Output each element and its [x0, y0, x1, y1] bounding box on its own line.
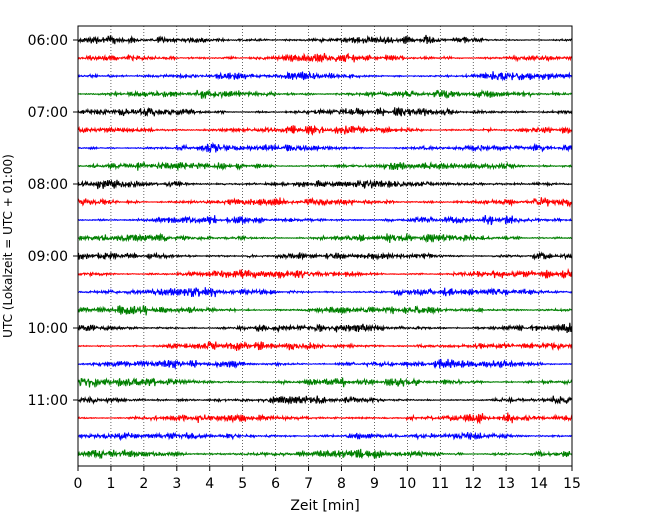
trace-line — [77, 322, 573, 334]
x-tick-label: 8 — [337, 476, 346, 492]
trace-line — [77, 34, 573, 45]
x-axis-label: Zeit [min] — [290, 498, 359, 514]
seismic-traces — [77, 34, 573, 459]
y-tick-label: 09:00 — [28, 249, 68, 265]
trace-line — [77, 267, 573, 280]
trace-line — [77, 304, 573, 316]
y-tick-label: 10:00 — [28, 321, 68, 337]
trace-line — [77, 179, 573, 190]
x-tick-label: 13 — [497, 476, 515, 492]
y-axis-label: UTC (Lokalzeit = UTC + 01:00) — [1, 154, 15, 338]
trace-line — [77, 52, 573, 63]
x-tick-label: 6 — [271, 476, 280, 492]
x-tick-label: 10 — [398, 476, 416, 492]
trace-line — [77, 106, 573, 118]
x-tick-label: 1 — [106, 476, 115, 492]
x-tick-label: 7 — [304, 476, 313, 492]
trace-line — [77, 160, 573, 172]
x-tick-label: 2 — [139, 476, 148, 492]
trace-line — [77, 214, 573, 226]
x-axis-ticks: 0 1 2 3 4 5 6 7 8 9 10 11 12 13 14 15 — [74, 466, 581, 492]
trace-line — [77, 395, 573, 405]
x-tick-label: 0 — [74, 476, 83, 492]
trace-line — [77, 124, 573, 136]
y-tick-label: 08:00 — [28, 177, 68, 193]
trace-line — [77, 70, 573, 82]
trace-line — [77, 377, 573, 388]
trace-line — [77, 196, 573, 208]
y-tick-label: 06:00 — [28, 33, 68, 49]
trace-line — [77, 448, 573, 459]
x-tick-label: 3 — [172, 476, 181, 492]
y-tick-label: 07:00 — [28, 105, 68, 121]
trace-line — [77, 287, 573, 298]
x-tick-label: 15 — [563, 476, 581, 492]
x-tick-label: 14 — [530, 476, 548, 492]
y-tick-label: 11:00 — [28, 393, 68, 409]
plot-frame — [77, 25, 573, 467]
trace-line — [77, 232, 573, 244]
x-tick-label: 9 — [370, 476, 379, 492]
trace-line — [77, 431, 573, 442]
trace-line — [77, 141, 573, 153]
trace-line — [77, 251, 573, 261]
trace-line — [77, 412, 573, 425]
trace-line — [77, 341, 573, 352]
y-axis-ticks: 06:00 07:00 08:00 09:00 10:00 11:00 — [28, 33, 78, 409]
trace-line — [77, 89, 573, 100]
x-tick-label: 5 — [238, 476, 247, 492]
x-tick-label: 12 — [464, 476, 482, 492]
trace-line — [77, 358, 573, 371]
x-tick-label: 11 — [431, 476, 449, 492]
x-tick-label: 4 — [205, 476, 214, 492]
